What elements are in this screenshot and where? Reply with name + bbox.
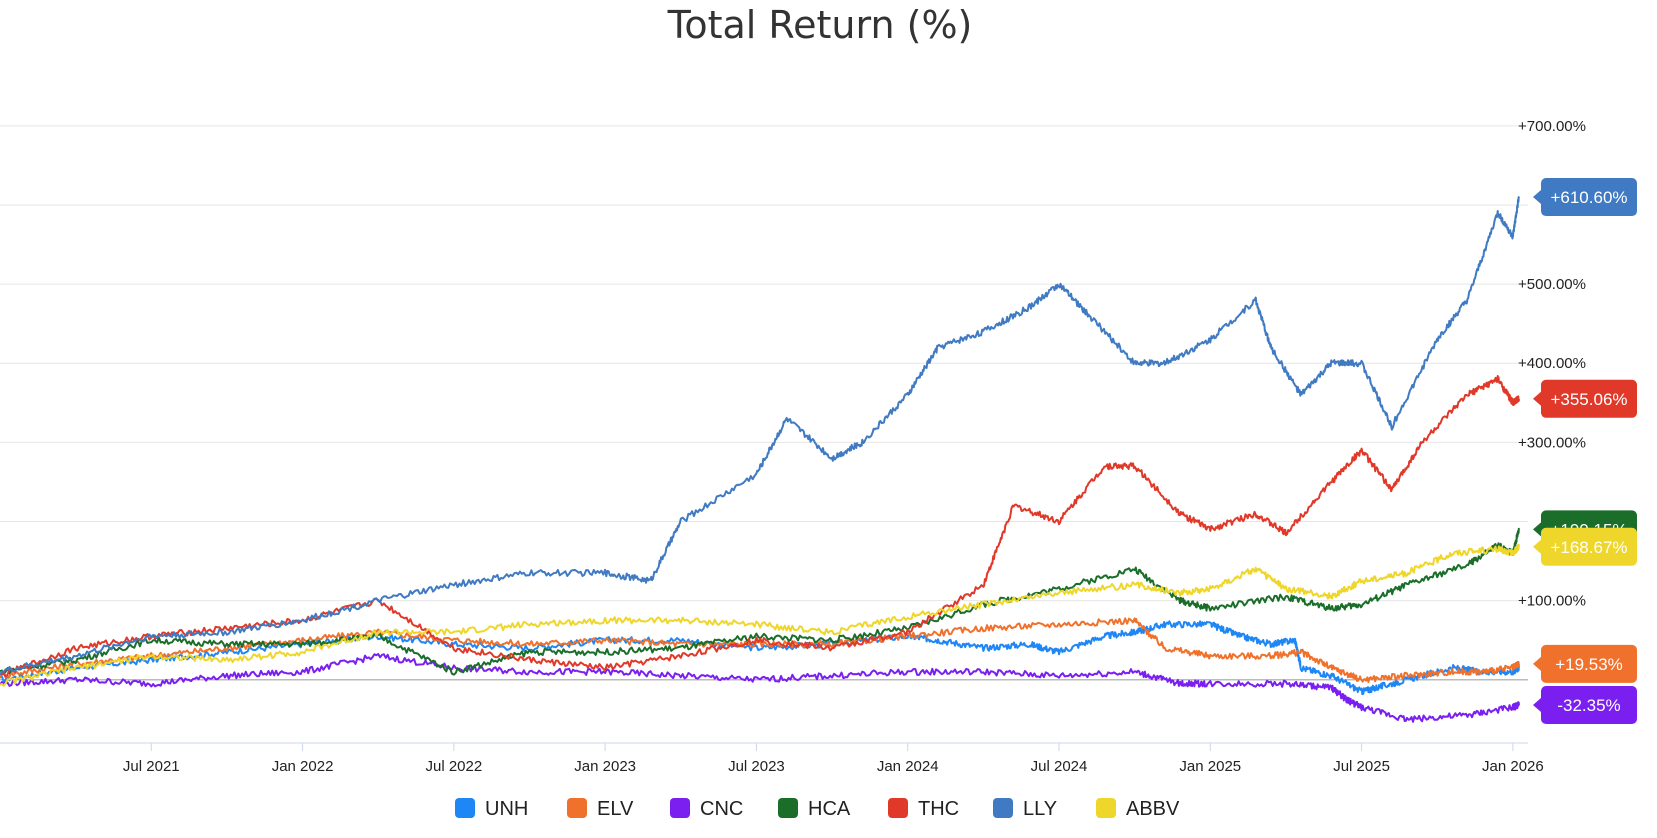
x-tick-label-7: Jan 2025 <box>1179 758 1241 775</box>
y-tick-label-2: +500.00% <box>1518 276 1586 293</box>
end-label-text-abbv: +168.67% <box>1550 538 1627 557</box>
end-label-cnc: -32.35% <box>1533 686 1637 725</box>
end-label-pointer-elv <box>1533 656 1541 671</box>
x-tick-label-0: Jul 2021 <box>123 758 180 775</box>
end-label-box-lly <box>1541 178 1637 217</box>
legend-item-hca[interactable]: HCA <box>778 798 851 820</box>
legend-label-cnc: CNC <box>700 798 743 820</box>
y-axis-tick-labels: +700.00% +500.00% +400.00% +300.00% +100.00% <box>1518 118 1586 610</box>
legend-item-cnc[interactable]: CNC <box>670 798 743 820</box>
series-line-cnc[interactable] <box>0 653 1520 723</box>
legend-label-lly: LLY <box>1023 798 1057 820</box>
series-line-thc[interactable] <box>0 375 1520 678</box>
x-tick-label-1: Jan 2022 <box>272 758 334 775</box>
end-label-box-cnc <box>1541 686 1637 725</box>
chart-title: Total Return (%) <box>667 3 973 47</box>
end-label-pointer-hca <box>1533 522 1541 537</box>
legend-item-thc[interactable]: THC <box>888 798 959 820</box>
end-label-elv: +19.53% <box>1533 644 1637 683</box>
y-tick-label-3: +400.00% <box>1518 355 1586 372</box>
x-tick-label-8: Jul 2025 <box>1333 758 1390 775</box>
series-line-lly[interactable] <box>0 196 1520 676</box>
legend-item-unh[interactable]: UNH <box>455 798 528 820</box>
end-label-text-lly: +610.60% <box>1550 188 1627 207</box>
end-label-text-cnc: -32.35% <box>1557 696 1620 715</box>
x-tick-label-5: Jan 2024 <box>877 758 939 775</box>
legend-label-thc: THC <box>918 798 959 820</box>
grid-lines <box>0 125 1528 681</box>
end-label-lly: +610.60% <box>1533 178 1637 217</box>
end-label-pointer-abbv <box>1533 539 1541 554</box>
legend-swatch-hca <box>778 798 798 818</box>
x-axis: Jul 2021 Jan 2022 Jul 2022 Jan 2023 Jul 2023… <box>0 742 1544 775</box>
x-tick-label-9: Jan 2026 <box>1482 758 1544 775</box>
legend-label-abbv: ABBV <box>1126 798 1180 820</box>
end-label-box-thc <box>1541 379 1637 418</box>
legend-item-elv[interactable]: ELV <box>567 798 634 820</box>
end-label-pointer-lly <box>1533 190 1541 205</box>
end-label-text-thc: +355.06% <box>1550 390 1627 409</box>
end-label-text-elv: +19.53% <box>1555 655 1623 674</box>
series-line-abbv[interactable] <box>0 543 1520 687</box>
y-tick-label-6: +100.00% <box>1518 593 1586 610</box>
x-tick-label-2: Jul 2022 <box>426 758 483 775</box>
legend-swatch-elv <box>567 798 587 818</box>
series-line-elv[interactable] <box>0 617 1520 683</box>
legend-item-lly[interactable]: LLY <box>993 798 1057 820</box>
legend-swatch-lly <box>993 798 1013 818</box>
x-tick-label-4: Jul 2023 <box>728 758 785 775</box>
legend-swatch-abbv <box>1096 798 1116 818</box>
end-label-thc: +355.06% <box>1533 379 1637 418</box>
end-label-abbv: +168.67% <box>1533 527 1637 566</box>
legend-label-elv: ELV <box>597 798 634 820</box>
legend-label-unh: UNH <box>485 798 528 820</box>
end-label-pointer-thc <box>1533 391 1541 406</box>
series-line-unh[interactable] <box>0 620 1520 696</box>
x-tick-label-3: Jan 2023 <box>574 758 636 775</box>
end-label-pointer-cnc <box>1533 698 1541 713</box>
legend-item-abbv[interactable]: ABBV <box>1096 798 1180 820</box>
legend-swatch-cnc <box>670 798 690 818</box>
legend-swatch-thc <box>888 798 908 818</box>
legend-label-hca: HCA <box>808 798 851 820</box>
legend: UNH ELV CNC HCA THC LLY ABBV <box>455 798 1180 820</box>
series-lines <box>0 196 1520 723</box>
series-end-labels: +19.53%-32.35%+190.15%+355.06%+610.60%+1… <box>1533 178 1637 725</box>
y-tick-label-4: +300.00% <box>1518 434 1586 451</box>
x-tick-label-6: Jul 2024 <box>1031 758 1088 775</box>
y-tick-label-0: +700.00% <box>1518 118 1586 135</box>
end-label-box-elv <box>1541 644 1637 683</box>
legend-swatch-unh <box>455 798 475 818</box>
end-label-box-abbv <box>1541 527 1637 566</box>
